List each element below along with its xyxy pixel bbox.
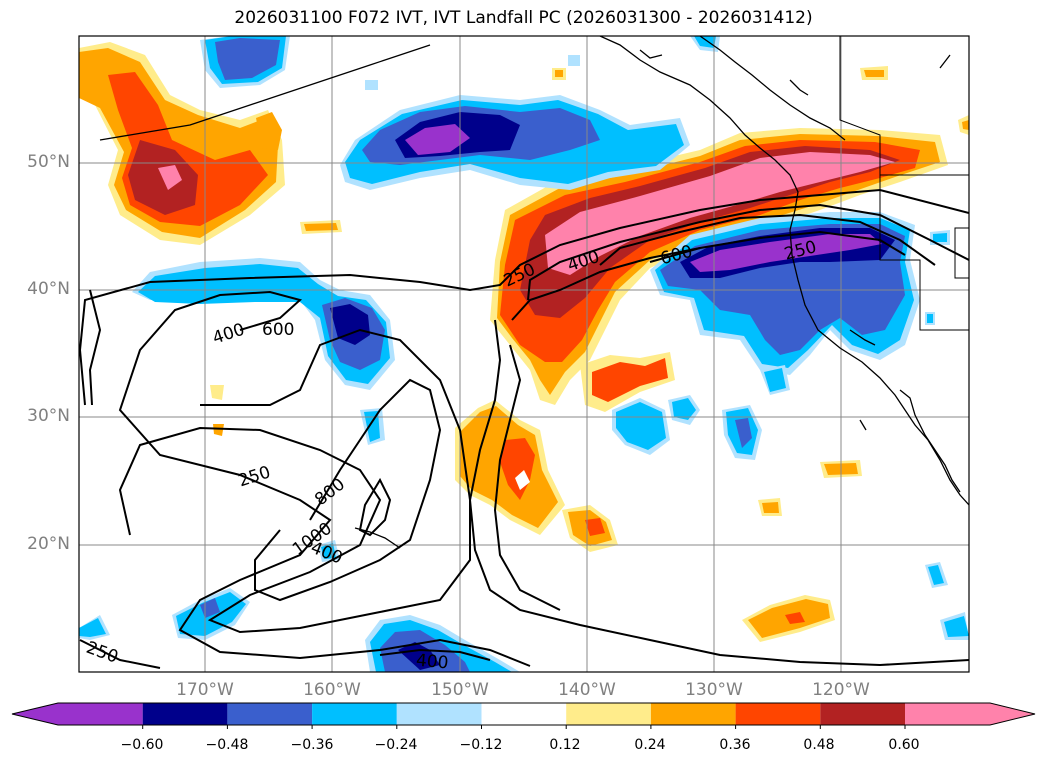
- colorbar-outline: [11, 702, 1036, 726]
- colorbar-tick-label: −0.60: [120, 737, 164, 753]
- lon-label-160w: 160°W: [303, 680, 361, 700]
- colorbar-tick-label: −0.48: [205, 737, 249, 753]
- map-frame: [78, 35, 970, 673]
- colorbar-segment: [142, 703, 228, 725]
- gridlines: [79, 36, 969, 672]
- lon-label-130w: 130°W: [685, 680, 743, 700]
- lon-label-140w: 140°W: [558, 680, 616, 700]
- colorbar-tick-label: 0.12: [549, 737, 581, 753]
- lat-label-20n: 20°N: [27, 534, 70, 554]
- colorbar-tick-label: 0.24: [634, 737, 666, 753]
- colorbar-segment: [905, 703, 1035, 725]
- colorbar-tick-label: 0.36: [719, 737, 751, 753]
- colorbar-tick-label: −0.12: [459, 737, 503, 753]
- colorbar-segment: [12, 703, 143, 725]
- map-title: 2026031100 F072 IVT, IVT Landfall PC (20…: [234, 8, 813, 28]
- contour-label: 400: [415, 651, 449, 674]
- lat-label-30n: 30°N: [27, 406, 70, 426]
- colorbar-segment: [227, 703, 313, 725]
- colorbar-segment: [566, 703, 651, 725]
- colorbar-segment: [735, 703, 821, 725]
- lat-label-40n: 40°N: [27, 279, 70, 299]
- colorbar-segment: [312, 703, 397, 725]
- lon-label-170w: 170°W: [176, 680, 234, 700]
- lat-label-50n: 50°N: [27, 152, 70, 172]
- colorbar-tick-label: 0.48: [803, 737, 835, 753]
- colorbar-segment: [650, 703, 736, 725]
- colorbar-tick-label: 0.60: [888, 737, 920, 753]
- colorbar-tick-label: −0.36: [290, 737, 334, 753]
- colorbar-tick-label: −0.24: [374, 737, 418, 753]
- lon-label-150w: 150°W: [431, 680, 489, 700]
- ivt-contours: [79, 188, 969, 669]
- coastlines: [99, 36, 969, 549]
- contour-label: 600: [262, 320, 294, 340]
- colorbar-segment: [481, 703, 567, 725]
- lon-label-120w: 120°W: [812, 680, 870, 700]
- colorbar-segment: [820, 703, 905, 725]
- colorbar-segment: [396, 703, 482, 725]
